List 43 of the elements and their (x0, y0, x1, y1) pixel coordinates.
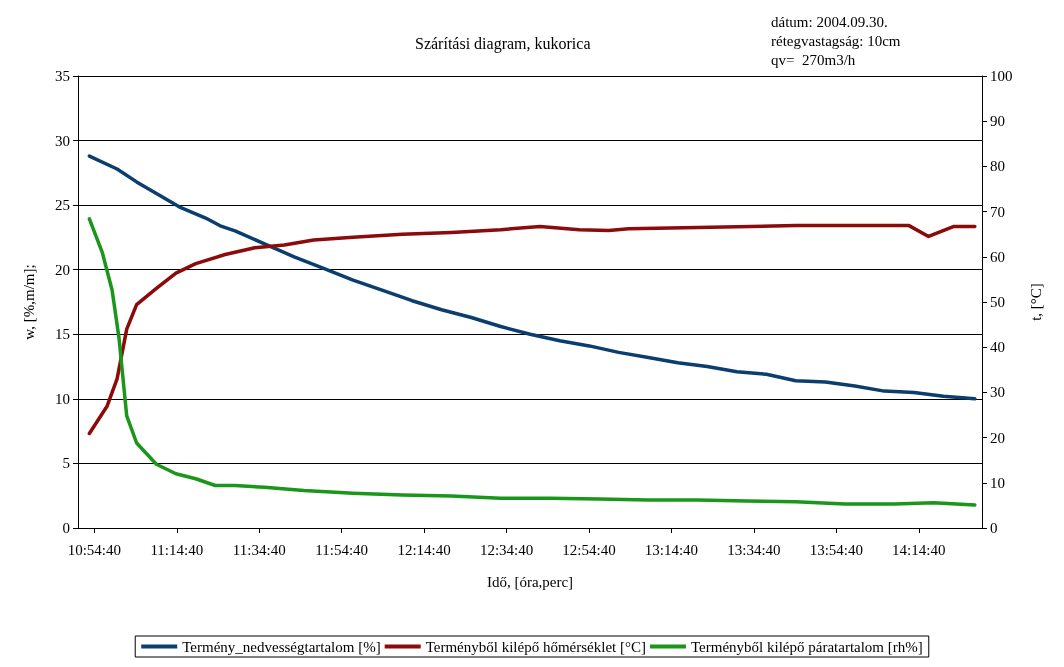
line-series (87, 154, 977, 401)
y-tick-label: 20 (55, 261, 70, 278)
y-tick-label: 25 (55, 197, 70, 214)
y-tick-label: 35 (55, 68, 70, 84)
x-tick-label: 12:54:40 (562, 541, 616, 558)
x-tick-label: 12:14:40 (397, 541, 451, 558)
x-tick-label: 11:54:40 (315, 541, 369, 558)
line-series (87, 217, 977, 507)
x-tick-label: 13:34:40 (727, 541, 781, 558)
y2-tick-label: 100 (990, 68, 1013, 84)
x-tick-label: 11:34:40 (232, 541, 286, 558)
x-tick-label: 10:54:40 (67, 541, 122, 558)
y2-tick-label: 0 (990, 520, 998, 536)
x-tick-label: 14:14:40 (892, 541, 946, 558)
x-axis-title: Idő, [óra,perc] (486, 573, 574, 590)
line-series (87, 223, 977, 436)
y-tick-label: 10 (55, 390, 70, 407)
y-tick-label: 30 (55, 132, 70, 149)
y-tick-label: 15 (55, 326, 70, 343)
y2-tick-label: 10 (990, 474, 1005, 491)
y2-tick-label: 40 (990, 339, 1005, 356)
y-axis-title: w, [%,m/m]; (20, 264, 37, 340)
text: dátum: 2004.09.30. (771, 13, 888, 30)
y2-tick-label: 80 (990, 158, 1005, 175)
x-tick-label: 13:54:40 (809, 541, 864, 558)
text: qv= 270m3/h (771, 51, 856, 68)
y2-tick-label: 70 (990, 203, 1005, 220)
text: rétegvastagság: 10cm (771, 32, 901, 49)
x-tick-label: 12:34:40 (479, 541, 534, 558)
y-tick-label: 0 (62, 520, 70, 536)
x-tick-label: 11:14:40 (150, 541, 204, 558)
legend-label: Terményből kilépő páratartalom [rh%] (690, 638, 923, 655)
y2-tick-label: 20 (990, 429, 1005, 446)
y-tick-label: 5 (62, 455, 70, 472)
y2-tick-label: 50 (990, 294, 1005, 310)
legend-label: Terményből kilépő hőmérséklet [°C] (425, 638, 646, 655)
y2-tick-label: 90 (990, 113, 1005, 130)
chart-title: Szárítási diagram, kukorica (415, 34, 591, 53)
y2-tick-label: 30 (990, 384, 1005, 401)
legend-label: Termény_nedvességtartalom [%] (182, 638, 381, 655)
x-tick-label: 13:14:40 (644, 541, 699, 558)
y2-tick-label: 60 (990, 248, 1005, 265)
y2-axis-title: t, [°C] (1027, 283, 1044, 321)
